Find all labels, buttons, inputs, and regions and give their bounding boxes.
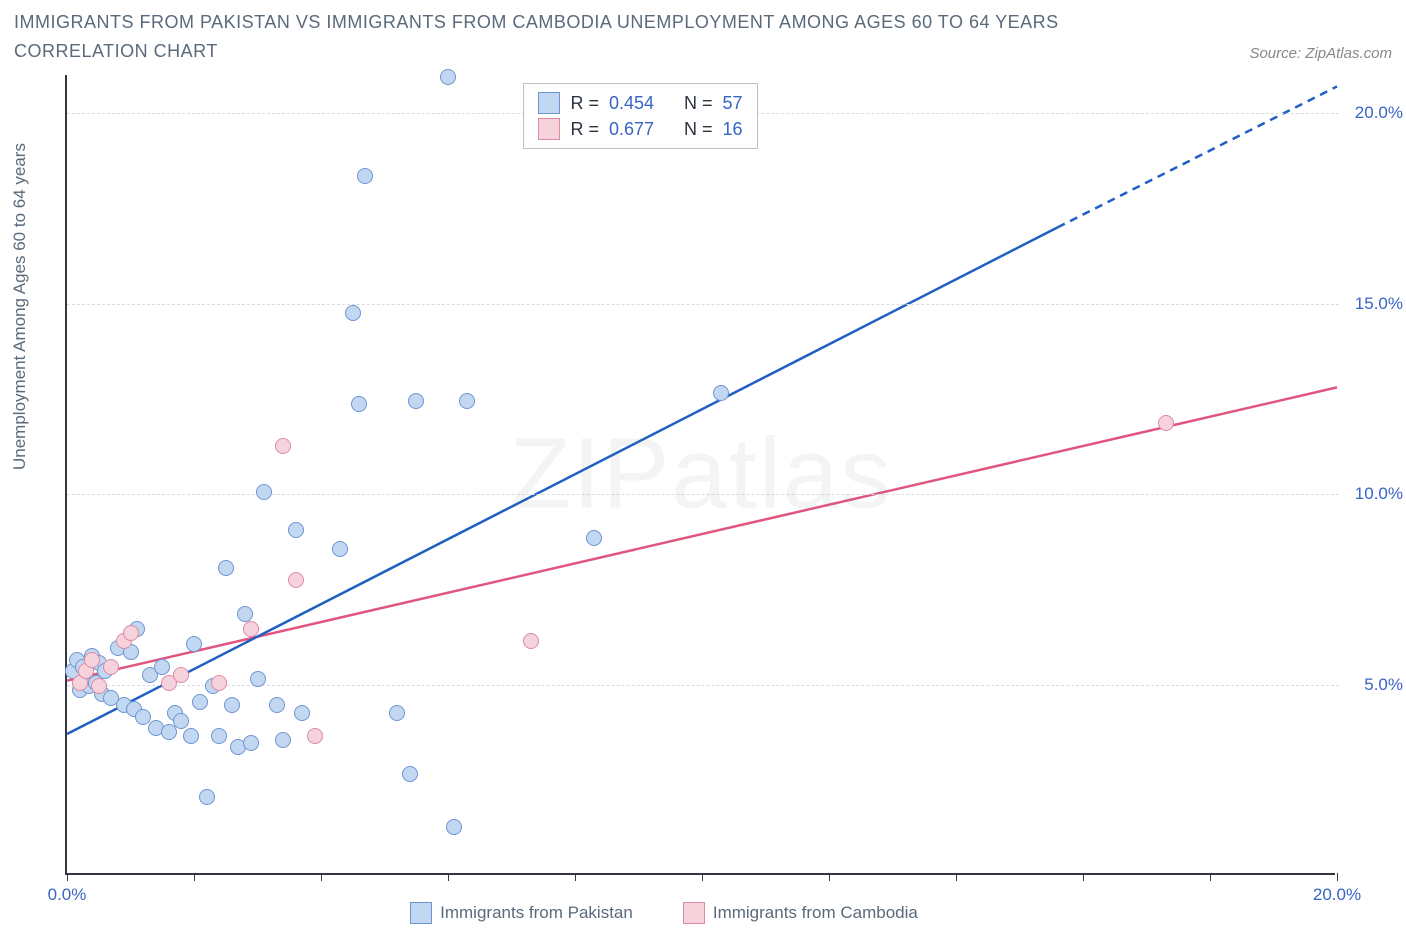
data-point-pakistan [154,659,170,675]
x-tick [67,873,68,881]
data-point-pakistan [211,728,227,744]
data-point-cambodia [307,728,323,744]
legend-label: Immigrants from Pakistan [440,903,633,923]
stat-label: R = [570,93,599,114]
x-tick [1337,873,1338,881]
trend-line [1058,86,1337,227]
data-point-pakistan [332,541,348,557]
data-point-pakistan [250,671,266,687]
data-point-pakistan [161,724,177,740]
data-point-cambodia [91,678,107,694]
data-point-pakistan [218,560,234,576]
data-point-pakistan [440,69,456,85]
stat-n-value: 16 [723,119,743,140]
data-point-cambodia [173,667,189,683]
legend-swatch [538,92,560,114]
data-point-pakistan [186,636,202,652]
legend-label: Immigrants from Cambodia [713,903,918,923]
data-point-pakistan [389,705,405,721]
data-point-cambodia [84,652,100,668]
data-point-pakistan [294,705,310,721]
x-tick [956,873,957,881]
data-point-pakistan [224,697,240,713]
data-point-pakistan [408,393,424,409]
gridline [67,304,1339,305]
data-point-pakistan [345,305,361,321]
legend-item-pakistan: Immigrants from Pakistan [410,902,633,924]
x-tick [829,873,830,881]
data-point-cambodia [123,625,139,641]
chart-title: IMMIGRANTS FROM PAKISTAN VS IMMIGRANTS F… [14,8,1164,66]
x-tick [194,873,195,881]
data-point-pakistan [713,385,729,401]
y-tick-label: 10.0% [1355,484,1403,504]
data-point-pakistan [288,522,304,538]
data-point-cambodia [275,438,291,454]
scatter-plot: ZIPatlas R =0.454N =57R =0.677N =16 5.0%… [65,75,1335,875]
data-point-pakistan [586,530,602,546]
stat-r-value: 0.677 [609,119,654,140]
y-tick-label: 20.0% [1355,103,1403,123]
series-legend: Immigrants from Pakistan Immigrants from … [0,902,1328,924]
legend-swatch [538,118,560,140]
data-point-pakistan [351,396,367,412]
data-point-pakistan [275,732,291,748]
stat-label: N = [684,119,713,140]
data-point-pakistan [183,728,199,744]
data-point-pakistan [173,713,189,729]
data-point-pakistan [243,735,259,751]
stats-legend: R = 0.454 N = 57 R = 0.677 N = 16 [523,83,757,149]
y-axis-label: Unemployment Among Ages 60 to 64 years [10,143,30,470]
data-point-cambodia [523,633,539,649]
x-tick [1083,873,1084,881]
x-tick [702,873,703,881]
data-point-pakistan [199,789,215,805]
y-tick-label: 15.0% [1355,294,1403,314]
data-point-pakistan [192,694,208,710]
data-point-pakistan [256,484,272,500]
data-point-cambodia [243,621,259,637]
data-point-pakistan [269,697,285,713]
trend-lines-layer [67,75,1335,873]
data-point-cambodia [103,659,119,675]
stat-label: R = [570,119,599,140]
legend-item-cambodia: Immigrants from Cambodia [683,902,918,924]
legend-swatch [683,902,705,924]
stats-row-cambodia: R = 0.677 N = 16 [524,116,756,142]
stat-n-value: 57 [723,93,743,114]
x-tick [448,873,449,881]
legend-swatch [410,902,432,924]
y-tick-label: 5.0% [1364,675,1403,695]
data-point-cambodia [288,572,304,588]
stat-label: N = [684,93,713,114]
data-point-pakistan [357,168,373,184]
data-point-cambodia [211,675,227,691]
data-point-pakistan [237,606,253,622]
data-point-cambodia [1158,415,1174,431]
data-point-pakistan [402,766,418,782]
source-attribution: Source: ZipAtlas.com [1249,45,1392,62]
stats-row-pakistan: R = 0.454 N = 57 [524,90,756,116]
x-tick [575,873,576,881]
stat-r-value: 0.454 [609,93,654,114]
data-point-pakistan [446,819,462,835]
x-tick [1210,873,1211,881]
data-point-pakistan [459,393,475,409]
x-tick [321,873,322,881]
